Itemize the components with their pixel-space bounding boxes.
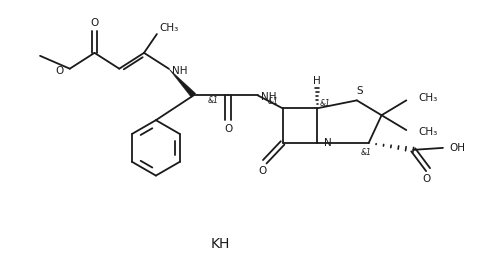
Text: S: S — [357, 87, 363, 96]
Text: O: O — [56, 66, 64, 76]
Text: O: O — [422, 174, 430, 183]
Text: CH₃: CH₃ — [160, 23, 179, 33]
Text: NH: NH — [261, 93, 276, 102]
Text: &1: &1 — [267, 97, 278, 106]
Text: O: O — [91, 18, 99, 28]
Text: KH: KH — [211, 237, 230, 251]
Text: N: N — [324, 138, 332, 148]
Text: &1: &1 — [360, 148, 371, 157]
Text: &1: &1 — [320, 99, 331, 108]
Text: CH₃: CH₃ — [418, 127, 438, 137]
Text: H: H — [313, 76, 321, 85]
Text: NH: NH — [172, 66, 187, 76]
Text: OH: OH — [450, 143, 466, 153]
Text: O: O — [224, 124, 232, 134]
Text: &1: &1 — [207, 96, 218, 105]
Text: CH₃: CH₃ — [418, 93, 438, 103]
Polygon shape — [169, 69, 196, 97]
Text: O: O — [258, 166, 267, 176]
